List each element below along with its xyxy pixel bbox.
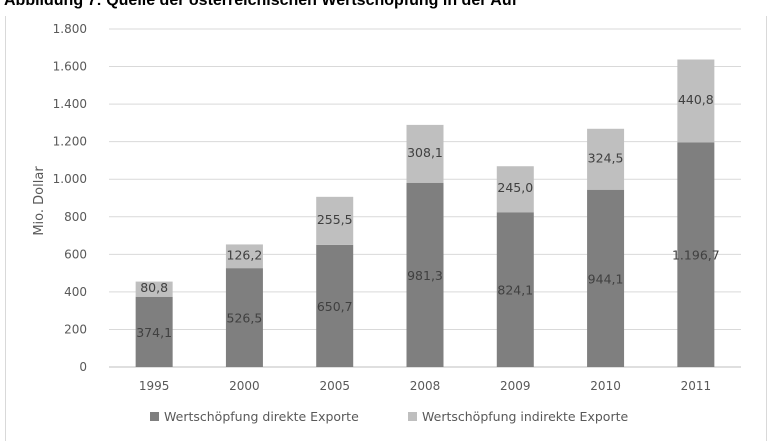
x-tick-label: 2010 <box>590 379 621 393</box>
bar-indirekte-exporte <box>316 196 354 245</box>
x-tick-label: 2009 <box>500 379 531 393</box>
data-label: 440,8 <box>678 92 714 107</box>
bar-direkte-exporte <box>406 182 444 367</box>
data-label: 255,5 <box>317 212 353 227</box>
x-tick-label: 1995 <box>139 379 170 393</box>
legend-swatch-direkte <box>150 412 159 421</box>
data-label: 308,1 <box>407 145 443 160</box>
bar-indirekte-exporte <box>677 59 715 143</box>
y-tick-label: 1.600 <box>53 60 87 74</box>
title-bar: Abbildung 7: Quelle der österreichischen… <box>0 0 773 16</box>
y-tick-label: 1.000 <box>53 172 87 186</box>
y-tick-label: 0 <box>79 360 87 374</box>
data-label: 981,3 <box>407 268 443 283</box>
page-title: Abbildung 7: Quelle der österreichischen… <box>4 0 517 9</box>
y-tick-label: 1.800 <box>53 22 87 36</box>
bar-indirekte-exporte <box>587 128 625 190</box>
y-tick-label: 800 <box>64 210 87 224</box>
bar-direkte-exporte <box>225 268 263 367</box>
data-label: 324,5 <box>588 150 624 165</box>
bar-direkte-exporte <box>496 212 534 367</box>
data-label: 245,0 <box>497 180 533 195</box>
x-axis-ticks: 1995 2000 2005 2008 2009 2010 2011 <box>139 379 711 393</box>
legend-label: Wertschöpfung indirekte Exporte <box>422 409 628 424</box>
data-label: 80,8 <box>140 280 168 295</box>
data-label: 824,1 <box>497 283 533 298</box>
stacked-bar-chart: 0 200 400 600 800 1.000 1.200 1.400 1.600 1.800 M… <box>32 22 741 424</box>
data-labels: 374,1 80,8 526,5 126,2 650,7 255,5 981,3 308,1 8… <box>136 92 719 340</box>
y-tick-label: 1.400 <box>53 97 87 111</box>
bar-indirekte-exporte <box>135 281 173 297</box>
data-label: 650,7 <box>317 299 353 314</box>
x-tick-label: 2008 <box>410 379 441 393</box>
bar-direkte-exporte <box>677 142 715 367</box>
data-label: 526,5 <box>227 311 263 326</box>
bar-indirekte-exporte <box>225 244 263 269</box>
y-axis-ticks: 0 200 400 600 800 1.000 1.200 1.400 1.600 1.800 <box>53 22 87 374</box>
bar-direkte-exporte <box>587 189 625 367</box>
bar-indirekte-exporte <box>406 124 444 183</box>
x-tick-label: 2000 <box>229 379 260 393</box>
legend-label: Wertschöpfung direkte Exporte <box>164 409 359 424</box>
data-label: 944,1 <box>588 271 624 286</box>
x-tick-label: 2005 <box>319 379 350 393</box>
chart-frame: 0 200 400 600 800 1.000 1.200 1.400 1.600 1.800 M… <box>5 16 767 441</box>
data-label: 374,1 <box>136 325 172 340</box>
bar-indirekte-exporte <box>496 166 534 213</box>
y-tick-label: 200 <box>64 322 87 336</box>
legend: Wertschöpfung direkte Exporte Wertschöpfu… <box>150 409 628 424</box>
y-tick-label: 1.200 <box>53 135 87 149</box>
data-label: 1.196,7 <box>672 248 720 263</box>
legend-swatch-indirekte <box>408 412 417 421</box>
y-tick-label: 400 <box>64 285 87 299</box>
bars <box>135 59 715 367</box>
y-tick-label: 600 <box>64 247 87 261</box>
y-axis-label: Mio. Dollar <box>32 166 47 236</box>
x-tick-label: 2011 <box>681 379 712 393</box>
bar-direkte-exporte <box>135 296 173 367</box>
data-label: 126,2 <box>227 247 263 262</box>
bar-direkte-exporte <box>316 244 354 367</box>
